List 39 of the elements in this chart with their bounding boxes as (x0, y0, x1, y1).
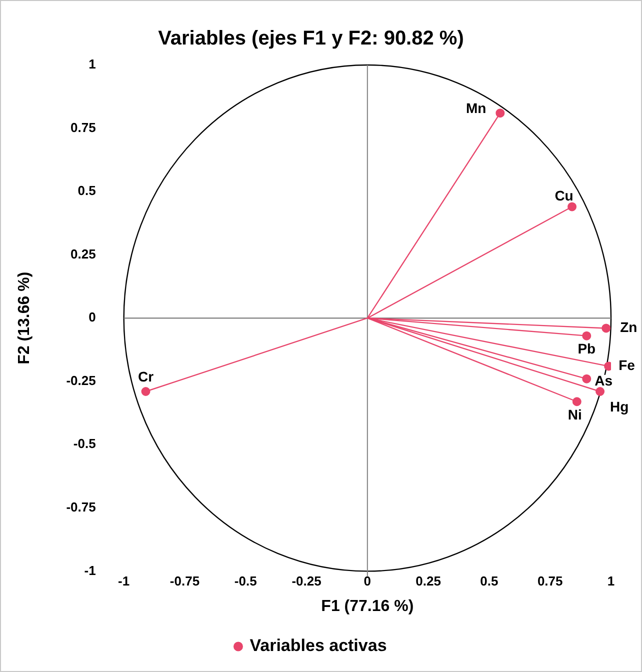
y-tick-label: -0.5 (73, 436, 96, 452)
chart-title: Variables (ejes F1 y F2: 90.82 %) (158, 28, 464, 50)
y-tick-label: 1 (88, 56, 96, 72)
x-tick-label: 1 (607, 574, 615, 589)
x-tick-label: -1 (118, 574, 130, 589)
y-tick-label: 0.75 (70, 120, 96, 135)
annotation: Zn (620, 319, 638, 336)
point (496, 108, 505, 118)
x-tick-label: 0.75 (537, 574, 563, 589)
x-axis-title: F1 (77.16 %) (321, 598, 414, 615)
x-tick-label: 0.25 (416, 574, 441, 589)
legend-label: Variables activas (250, 636, 387, 656)
y-axis-title: F2 (13.66 %) (16, 272, 34, 364)
y-tick-label: -0.75 (66, 500, 96, 515)
x-tick-label: -0.5 (234, 574, 257, 589)
annotation: Pb (578, 340, 596, 357)
y-tick-label: 0.5 (78, 183, 96, 198)
point (572, 397, 582, 406)
point (582, 374, 592, 384)
point (596, 387, 605, 396)
x-tick-label: 0.5 (480, 574, 498, 589)
y-tick-label: 0.25 (70, 246, 96, 262)
point (602, 324, 611, 333)
x-tick-label: -0.25 (292, 574, 322, 589)
annotation: Cu (554, 188, 574, 204)
annotation: Hg (610, 398, 629, 414)
annotation: Fe (618, 357, 636, 374)
annotation: Mn (466, 100, 486, 116)
x-tick-label: 0 (364, 574, 372, 589)
y-tick-label: -0.25 (66, 372, 96, 388)
y-tick-label: -1 (84, 562, 96, 578)
annotation: Cr (138, 368, 154, 384)
x-tick-label: -0.75 (170, 574, 200, 589)
point (141, 387, 150, 396)
y-tick-label: 0 (88, 310, 96, 325)
point (582, 331, 592, 340)
point (568, 202, 577, 212)
annotation: Ni (568, 406, 582, 422)
annotation: As (594, 372, 613, 389)
